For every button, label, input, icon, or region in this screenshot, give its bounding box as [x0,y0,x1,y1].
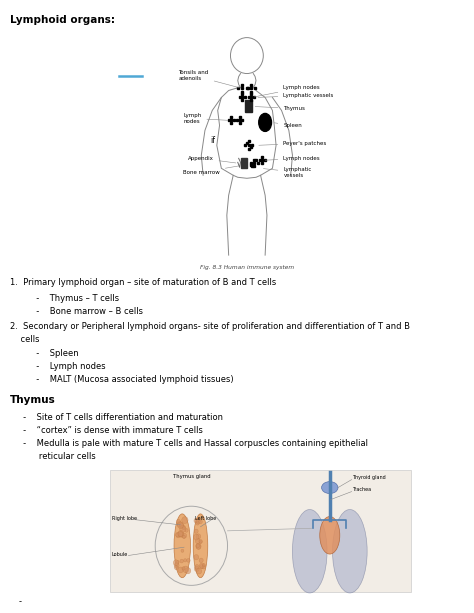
Circle shape [178,530,184,537]
Circle shape [181,549,184,552]
Circle shape [196,519,201,524]
Circle shape [177,522,182,527]
Circle shape [196,534,201,539]
Text: -: - [19,597,22,606]
Text: Appendix: Appendix [188,156,236,163]
Ellipse shape [292,509,327,593]
Circle shape [194,566,199,571]
Ellipse shape [259,113,272,131]
Circle shape [196,544,200,547]
Text: 1.  Primary lymphoid organ – site of maturation of B and T cells: 1. Primary lymphoid organ – site of matu… [10,278,276,287]
Circle shape [173,560,179,566]
Text: Right lobe: Right lobe [112,516,137,521]
Circle shape [202,565,206,569]
Circle shape [185,528,188,532]
Circle shape [196,568,201,574]
Circle shape [175,533,180,537]
Circle shape [182,535,185,538]
Text: Left lobe: Left lobe [195,516,216,521]
Circle shape [199,539,202,543]
Circle shape [174,563,179,568]
Circle shape [182,517,188,524]
Text: Lymph nodes: Lymph nodes [265,156,320,161]
Circle shape [179,532,184,538]
Circle shape [195,538,200,544]
Text: -    Lymph nodes: - Lymph nodes [10,362,105,371]
Text: Bone marrow: Bone marrow [183,166,239,175]
Text: Lobule: Lobule [112,552,128,557]
Text: 2.  Secondary or Peripheral lymphoid organs- site of proliferation and different: 2. Secondary or Peripheral lymphoid orga… [10,322,410,331]
Circle shape [180,559,183,563]
Text: Lymph
nodes: Lymph nodes [183,113,228,124]
Circle shape [176,533,181,538]
Circle shape [182,525,185,529]
Circle shape [179,523,184,528]
Text: Thymus: Thymus [255,106,305,111]
Bar [240,158,247,169]
Text: Lymphoid organs:: Lymphoid organs: [10,15,115,25]
Text: -    Site of T cells differentiation and maturation: - Site of T cells differentiation and ma… [10,413,223,422]
Text: cells: cells [10,335,39,344]
Circle shape [202,563,205,566]
Text: -    Bone marrow – B cells: - Bone marrow – B cells [10,307,143,316]
Circle shape [194,529,198,533]
Circle shape [180,525,186,532]
Text: Thymus: Thymus [10,395,55,405]
Text: -    “cortex” is dense with immature T cells: - “cortex” is dense with immature T cell… [10,426,203,435]
Circle shape [196,543,201,549]
Text: Lymphatic vessels: Lymphatic vessels [258,93,334,98]
Circle shape [187,558,190,562]
Text: Fig. 8.3 Human immune system: Fig. 8.3 Human immune system [200,265,294,270]
Text: -    MALT (Mucosa associated lymphoid tissues): - MALT (Mucosa associated lymphoid tissu… [10,375,233,384]
Circle shape [185,568,191,574]
Ellipse shape [320,517,340,554]
Circle shape [199,520,202,524]
Circle shape [177,522,183,528]
Text: Tonsils and
adenoils: Tonsils and adenoils [179,70,240,88]
Circle shape [178,531,183,536]
Circle shape [200,541,202,544]
Bar [110,470,411,592]
Text: Lymphatic
vessels: Lymphatic vessels [264,167,312,178]
Text: -    Medulla is pale with mature T cells and Hassal corpuscles containing epithe: - Medulla is pale with mature T cells an… [10,439,368,447]
Circle shape [182,527,185,530]
Ellipse shape [174,514,191,577]
Circle shape [194,534,199,540]
Text: if: if [210,136,216,145]
Text: Spleen: Spleen [274,123,302,128]
Circle shape [194,518,199,523]
Text: reticular cells: reticular cells [10,452,96,461]
Circle shape [182,567,185,570]
Circle shape [178,567,183,573]
Circle shape [176,560,179,563]
Circle shape [183,558,187,562]
Text: Trachea: Trachea [352,487,371,492]
Text: -    Spleen: - Spleen [10,349,78,358]
Ellipse shape [193,514,208,577]
Circle shape [199,558,203,563]
Circle shape [182,533,187,538]
Bar [245,101,252,112]
Circle shape [194,555,199,560]
Circle shape [183,566,189,573]
Text: -    Thymus – T cells: - Thymus – T cells [10,294,119,303]
Circle shape [196,521,199,525]
Circle shape [200,565,204,569]
Circle shape [174,566,178,569]
Text: Thymus gland: Thymus gland [173,474,210,479]
Circle shape [196,544,201,549]
Ellipse shape [321,482,338,493]
Text: Thyroid gland: Thyroid gland [352,475,385,480]
Circle shape [195,565,199,569]
Ellipse shape [333,509,367,593]
Circle shape [200,563,204,568]
Text: Peyer's patches: Peyer's patches [259,141,327,146]
Text: Lymph nodes: Lymph nodes [254,85,320,97]
Circle shape [176,519,180,524]
